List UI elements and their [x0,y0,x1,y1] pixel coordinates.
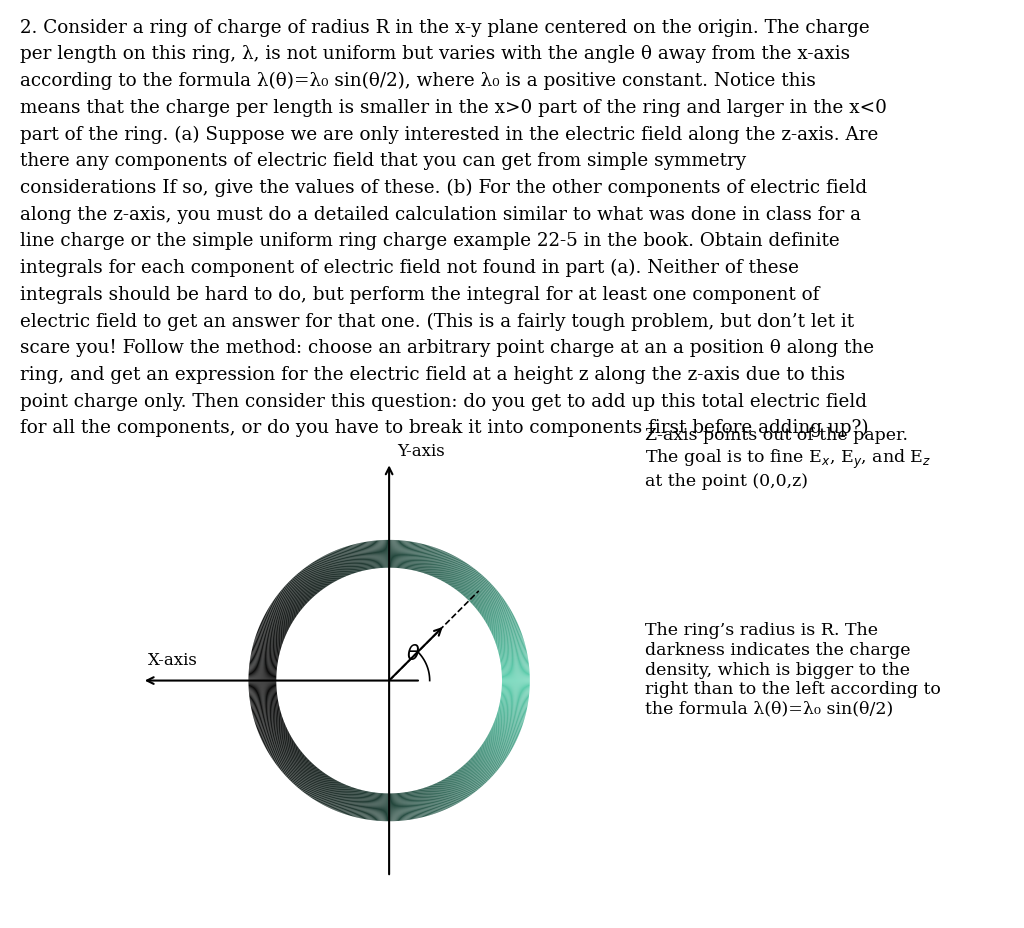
Text: scare you! Follow the method: choose an arbitrary point charge at an a position : scare you! Follow the method: choose an … [20,339,874,356]
Text: for all the components, or do you have to break it into components first before : for all the components, or do you have t… [20,419,869,437]
Text: there any components of electric field that you can get from simple symmetry: there any components of electric field t… [20,152,746,170]
Text: according to the formula λ(θ)=λ₀ sin(θ/2), where λ₀ is a positive constant. Noti: according to the formula λ(θ)=λ₀ sin(θ/2… [20,72,816,90]
Text: electric field to get an answer for that one. (This is a fairly tough problem, b: electric field to get an answer for that… [20,312,855,330]
Text: along the z-axis, you must do a detailed calculation similar to what was done in: along the z-axis, you must do a detailed… [20,205,861,224]
Text: $\theta$: $\theta$ [406,643,420,664]
Text: Z-axis points out of the paper.
The goal is to fine E$_x$, E$_y$, and E$_z$
at t: Z-axis points out of the paper. The goal… [645,427,932,490]
Text: considerations If so, give the values of these. (b) For the other components of : considerations If so, give the values of… [20,178,867,197]
Text: means that the charge per length is smaller in the x>0 part of the ring and larg: means that the charge per length is smal… [20,98,888,117]
Text: integrals for each component of electric field not found in part (a). Neither of: integrals for each component of electric… [20,259,800,277]
Text: X-axis: X-axis [148,651,198,668]
Text: per length on this ring, λ, is not uniform but varies with the angle θ away from: per length on this ring, λ, is not unifo… [20,45,851,63]
Text: line charge or the simple uniform ring charge example 22-5 in the book. Obtain d: line charge or the simple uniform ring c… [20,232,841,250]
Text: part of the ring. (a) Suppose we are only interested in the electric field along: part of the ring. (a) Suppose we are onl… [20,125,879,144]
Text: point charge only. Then consider this question: do you get to add up this total : point charge only. Then consider this qu… [20,392,867,410]
Text: 2. Consider a ring of charge of radius R in the x-y plane centered on the origin: 2. Consider a ring of charge of radius R… [20,19,870,36]
Text: ring, and get an expression for the electric field at a height z along the z-axi: ring, and get an expression for the elec… [20,366,846,383]
Text: Y-axis: Y-axis [396,443,444,459]
Text: integrals should be hard to do, but perform the integral for at least one compon: integrals should be hard to do, but perf… [20,286,820,303]
Text: The ring’s radius is R. The
darkness indicates the charge
density, which is bigg: The ring’s radius is R. The darkness ind… [645,622,941,717]
